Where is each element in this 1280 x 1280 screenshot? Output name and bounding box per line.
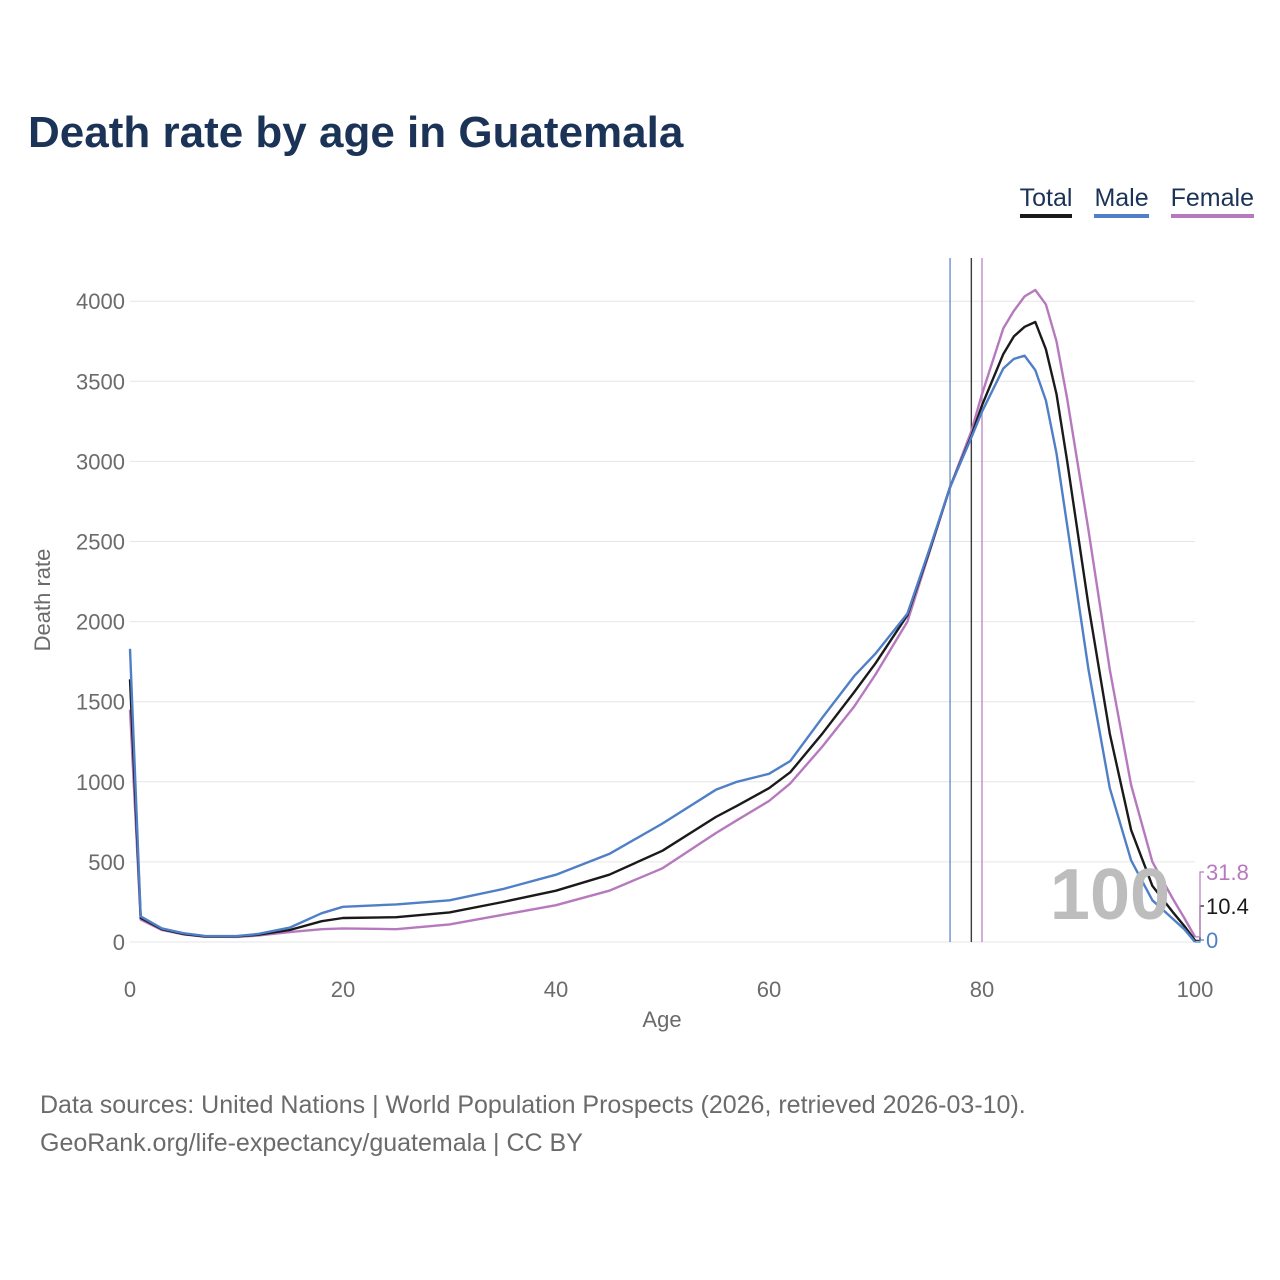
- credit-line: GeoRank.org/life-expectancy/guatemala | …: [40, 1129, 583, 1157]
- y-tick-label: 2500: [76, 530, 125, 555]
- end-label-total: 10.4: [1206, 894, 1249, 919]
- series-line-total[interactable]: [128, 320, 1196, 942]
- x-tick-label: 60: [757, 977, 781, 1002]
- y-tick-label: 0: [113, 930, 125, 955]
- x-tick-label: 40: [544, 977, 568, 1002]
- footer: Data sources: United Nations | World Pop…: [40, 1086, 1026, 1162]
- chart-title: Death rate by age in Guatemala: [28, 108, 684, 157]
- x-tick-label: 80: [970, 977, 994, 1002]
- y-tick-label: 1500: [76, 690, 125, 715]
- y-tick-label: 2000: [76, 610, 125, 635]
- x-axis-ticks: 0 20 40 60 80 100: [124, 977, 1213, 1002]
- reference-lines: [949, 258, 983, 942]
- grid: [130, 300, 1195, 943]
- legend-item-total[interactable]: Total: [1019, 184, 1073, 218]
- legend: Total Male Female: [1019, 184, 1254, 218]
- y-tick-label: 1000: [76, 770, 125, 795]
- end-labels: 10.4 0 31.8: [1195, 860, 1249, 953]
- end-connector-male: [1195, 939, 1204, 943]
- x-axis-label: Age: [642, 1007, 681, 1032]
- end-label-female: 31.8: [1206, 860, 1249, 885]
- series-line-female[interactable]: [128, 288, 1197, 939]
- hover-age-label: 100: [1050, 855, 1170, 935]
- source-line: Data sources: United Nations | World Pop…: [40, 1091, 1026, 1119]
- y-tick-label: 500: [88, 850, 125, 875]
- y-axis-label: Death rate: [30, 549, 55, 652]
- x-tick-label: 20: [331, 977, 355, 1002]
- x-tick-label: 0: [124, 977, 136, 1002]
- end-label-male: 0: [1206, 928, 1218, 953]
- y-tick-label: 4000: [76, 289, 125, 314]
- y-axis-ticks: 0 500 1000 1500 2000 2500 3000 3500 4000: [76, 289, 125, 955]
- series-lines: [128, 288, 1197, 943]
- end-connector-female: [1195, 871, 1204, 938]
- series-line-male[interactable]: [128, 354, 1196, 943]
- legend-item-female[interactable]: Female: [1170, 184, 1254, 218]
- y-tick-label: 3500: [76, 369, 125, 394]
- legend-item-male[interactable]: Male: [1094, 184, 1149, 218]
- x-tick-label: 100: [1177, 977, 1214, 1002]
- y-tick-label: 3000: [76, 449, 125, 474]
